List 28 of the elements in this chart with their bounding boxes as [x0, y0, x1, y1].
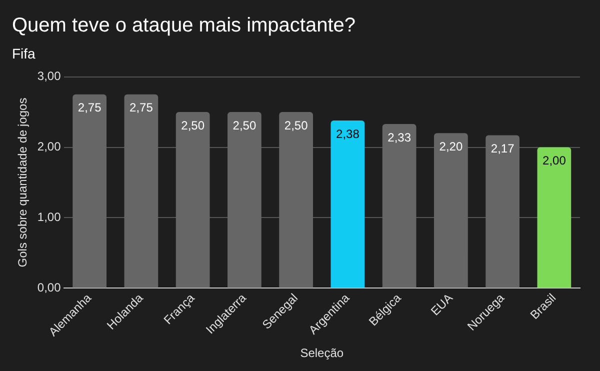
data-label: 2,17 — [490, 142, 515, 156]
data-label: 2,50 — [232, 118, 256, 132]
data-label: 2,00 — [542, 154, 566, 168]
y-axis-title: Gols sobre quantidade de jogos — [16, 98, 30, 268]
data-label: 2,50 — [284, 118, 308, 132]
data-label: 2,33 — [388, 130, 412, 144]
y-tick-label: 3,00 — [37, 69, 62, 84]
data-label: 2,20 — [439, 139, 463, 154]
chart-subtitle: Fifa — [12, 45, 36, 62]
bar — [176, 112, 210, 288]
bar — [330, 120, 365, 288]
bar — [124, 94, 158, 288]
y-tick-label: 1,00 — [37, 210, 62, 224]
x-axis-title: Seleção — [300, 346, 344, 360]
data-label: 2,75 — [78, 100, 102, 115]
bar — [382, 124, 416, 288]
bar — [486, 135, 520, 288]
data-label: 2,50 — [181, 118, 205, 132]
bar — [72, 94, 106, 288]
bar — [228, 112, 262, 288]
data-label: 2,38 — [336, 126, 360, 141]
bar — [279, 112, 313, 288]
y-tick-label: 0,00 — [37, 280, 62, 295]
chart-title: Quem teve o ataque mais impactante? — [12, 14, 356, 37]
bar — [537, 147, 572, 288]
y-tick-label: 2,00 — [37, 140, 62, 154]
bar — [434, 133, 468, 288]
data-label: 2,75 — [130, 100, 154, 115]
